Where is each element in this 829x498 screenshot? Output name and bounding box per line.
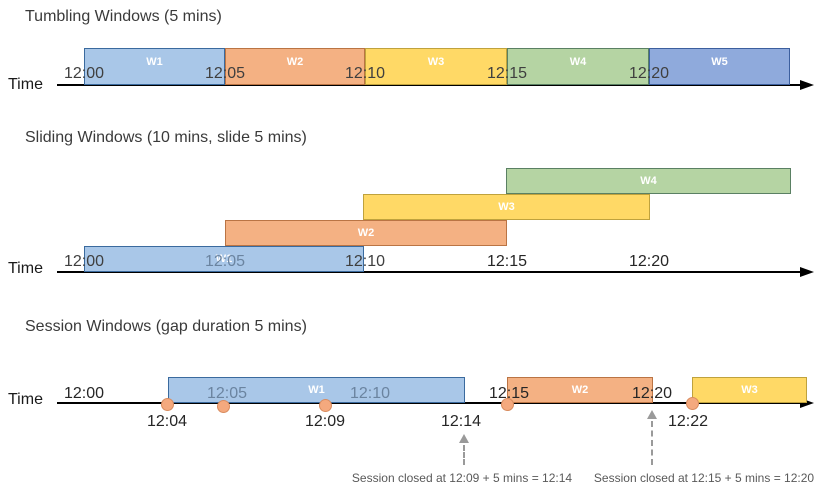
window-label: W3 (741, 384, 758, 396)
session-time-axis (57, 402, 802, 404)
sliding-window-w4: W4 (506, 168, 791, 194)
window-label: W3 (498, 201, 515, 213)
event-dot-1204 (161, 398, 174, 411)
tumbling-title: Tumbling Windows (5 mins) (25, 8, 222, 25)
tumbling-tick-1215: 12:15 (486, 65, 528, 82)
sliding-title: Sliding Windows (10 mins, slide 5 mins) (25, 129, 307, 146)
window-label: W4 (569, 56, 587, 68)
tumbling-window-w3: W3 (365, 48, 507, 85)
window-label: W2 (357, 227, 375, 239)
sliding-window-w1: W1 (84, 246, 364, 272)
session-tick-1210: 12:10 (349, 385, 391, 402)
session-axis-arrow-icon (800, 398, 814, 408)
event-label-1204: 12:04 (146, 413, 188, 430)
session-window-w2: W2 (507, 377, 653, 403)
session-window-w1: W1 (168, 377, 465, 403)
event-dot-1222 (686, 397, 699, 410)
sliding-time-axis (57, 271, 802, 273)
window-label: W4 (640, 175, 657, 187)
tumbling-window-w4: W4 (507, 48, 649, 85)
session-tick-1200: 12:00 (63, 385, 105, 402)
sliding-axis-arrow-icon (800, 267, 814, 277)
annotation-arrow-line (463, 445, 465, 465)
tumbling-tick-1200: 12:00 (63, 65, 105, 82)
window-label: W1 (308, 384, 325, 396)
tumbling-time-axis (57, 84, 802, 86)
tumbling-window-w5: W5 (649, 48, 790, 85)
window-label: W2 (571, 384, 589, 396)
sliding-tick-1220: 12:20 (628, 253, 670, 270)
tumbling-window-w2: W2 (225, 48, 365, 85)
event-label-1214: 12:14 (440, 413, 482, 430)
session-tick-1205: 12:05 (206, 385, 248, 402)
sliding-tick-1205: 12:05 (204, 253, 246, 270)
session-time-label: Time (8, 391, 43, 408)
session-tick-1220: 12:20 (631, 385, 673, 402)
session-close-note-1: Session closed at 12:09 + 5 mins = 12:14 (351, 471, 573, 485)
sliding-tick-1200: 12:00 (63, 253, 105, 270)
annotation-arrow-icon (459, 434, 469, 443)
sliding-tick-1210: 12:10 (344, 253, 386, 270)
annotation-arrow-line (651, 421, 653, 465)
window-label: W1 (215, 253, 233, 265)
tumbling-window-w1: W1 (84, 48, 225, 85)
annotation-arrow-icon (647, 410, 657, 419)
tumbling-time-label: Time (8, 76, 43, 93)
tumbling-tick-1220: 12:20 (628, 65, 670, 82)
sliding-window-w2: W2 (225, 220, 507, 246)
sliding-time-label: Time (8, 260, 43, 277)
tumbling-axis-arrow-icon (800, 80, 814, 90)
sliding-window-w3: W3 (363, 194, 650, 220)
window-label: W5 (711, 56, 728, 68)
tumbling-tick-1205: 12:05 (204, 65, 246, 82)
window-label: W3 (427, 56, 445, 68)
event-label-1222: 12:22 (667, 413, 709, 430)
event-dot-1209 (319, 399, 332, 412)
event-dot-1215 (501, 398, 514, 411)
session-window-w3: W3 (692, 377, 807, 403)
window-label: W2 (286, 56, 304, 68)
tumbling-tick-1210: 12:10 (344, 65, 386, 82)
session-tick-1215: 12:15 (488, 385, 530, 402)
sliding-tick-1215: 12:15 (486, 253, 528, 270)
session-title: Session Windows (gap duration 5 mins) (25, 318, 307, 335)
event-dot-1206 (217, 400, 230, 413)
event-label-1209: 12:09 (304, 413, 346, 430)
session-close-note-2: Session closed at 12:15 + 5 mins = 12:20 (593, 471, 815, 485)
window-label: W1 (146, 56, 163, 68)
